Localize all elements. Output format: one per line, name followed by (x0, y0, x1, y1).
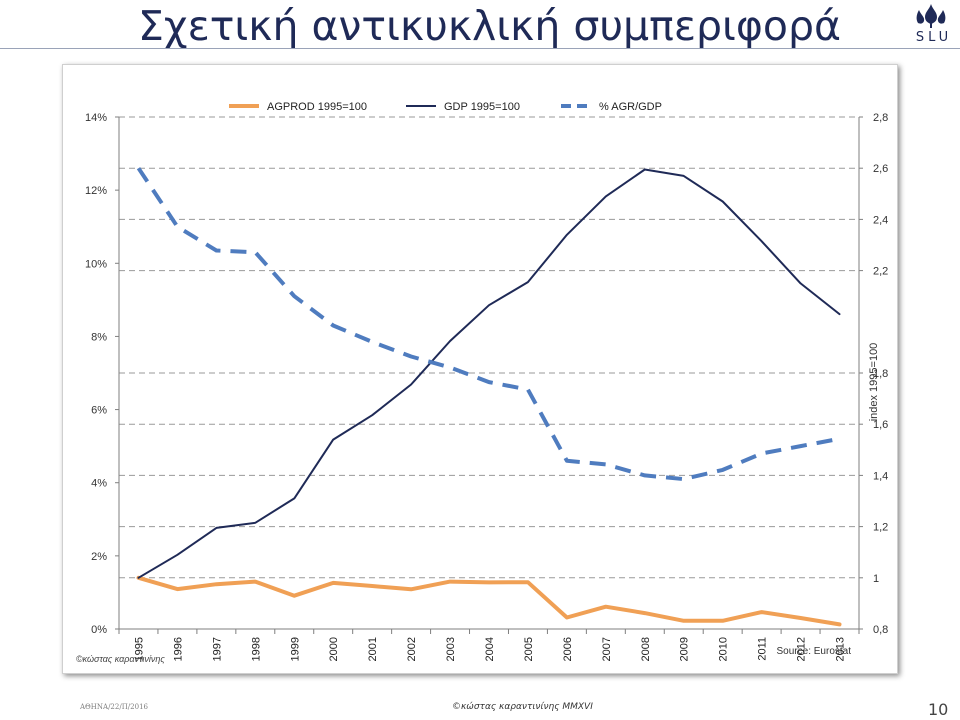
series-line-agprod (136, 575, 842, 627)
title-divider (0, 48, 960, 49)
x-tick-label: 1997 (211, 637, 223, 661)
x-tick-label: 1999 (289, 637, 301, 661)
left-tick-label: 12% (85, 185, 107, 197)
chart-watermark: ©κώστας καραντινίνης (76, 654, 165, 664)
slu-logo-icon (916, 4, 946, 28)
legend: AGPROD 1995=100 GDP 1995=100 % AGR/GDP (229, 101, 662, 113)
x-tick-label: 2003 (445, 637, 457, 661)
x-tick-label: 2004 (484, 637, 496, 661)
chart-panel: 0% 2% 4% 6% 8% 10% 12% 14% 0,8 1 1,2 1,4 1,6 1,8 2,2 2,… (62, 64, 898, 674)
x-tick-label: 2001 (367, 637, 379, 661)
right-tick-label: 2,8 (873, 112, 888, 124)
right-tick-label: 0,8 (873, 624, 888, 636)
x-tick-label: 2005 (523, 637, 535, 661)
left-tick-label: 2% (91, 551, 107, 563)
x-tick-label: 2009 (679, 637, 691, 661)
logo-text: SLU (915, 30, 953, 45)
x-tick-label: 2013 (835, 637, 847, 661)
x-tick-label: 2002 (406, 637, 418, 661)
page-number: 10 (928, 700, 949, 719)
x-tick-label: 1996 (172, 637, 184, 661)
right-tick-label: 2,2 (873, 266, 888, 278)
right-tick-label: 1,4 (873, 470, 888, 482)
x-tick-label: 1998 (250, 637, 262, 661)
left-tick-label: 10% (85, 258, 107, 270)
x-tick-label: 2010 (718, 637, 730, 661)
legend-label: GDP 1995=100 (444, 101, 520, 113)
left-tick-label: 8% (91, 331, 107, 343)
line-chart: 0% 2% 4% 6% 8% 10% 12% 14% 0,8 1 1,2 1,4 1,6 1,8 2,2 2,… (76, 101, 888, 664)
left-tick-label: 0% (91, 624, 107, 636)
x-tick-label: 2006 (562, 637, 574, 661)
right-tick-label: 1 (873, 573, 879, 585)
right-tick-label: 1,6 (873, 419, 888, 431)
grid-lines (119, 116, 859, 579)
right-tick-label: 2,4 (873, 214, 888, 226)
x-tick-label: 2012 (796, 637, 808, 661)
left-tick-label: 6% (91, 405, 107, 417)
series-line- (136, 167, 840, 482)
x-tick-label: 2008 (640, 637, 652, 661)
right-tick-label: 2,6 (873, 163, 888, 175)
tick-labels: 0% 2% 4% 6% 8% 10% 12% 14% 0,8 1 1,2 1,4 1,6 1,8 2,2 2,… (85, 112, 888, 661)
left-tick-label: 14% (85, 112, 107, 124)
legend-label: % AGR/GDP (599, 101, 662, 113)
footer-copyright: ©κώστας καραντινίνης MMXVI (452, 702, 593, 712)
series-line-gdp (137, 168, 841, 579)
legend-label: AGPROD 1995=100 (267, 101, 367, 113)
source-note: Source: Eurostat (777, 646, 852, 657)
right-tick-label: 1,8 (873, 368, 888, 380)
x-tick-label: 2000 (328, 637, 340, 661)
series-lines (136, 167, 842, 627)
x-tick-label: 1995 (133, 637, 145, 661)
footer-date: ΑΘΗΝΑ/22/Π/2016 (80, 703, 148, 711)
left-tick-label: 4% (91, 478, 107, 490)
x-tick-label: 2011 (757, 637, 769, 661)
slide-title: Σχετική αντικυκλική συμπεριφορά (138, 2, 842, 50)
axes (115, 116, 863, 634)
right-tick-label: 1,2 (873, 522, 888, 534)
x-tick-label: 2007 (601, 637, 613, 661)
right-axis-label: index 1995=100 (868, 343, 880, 422)
